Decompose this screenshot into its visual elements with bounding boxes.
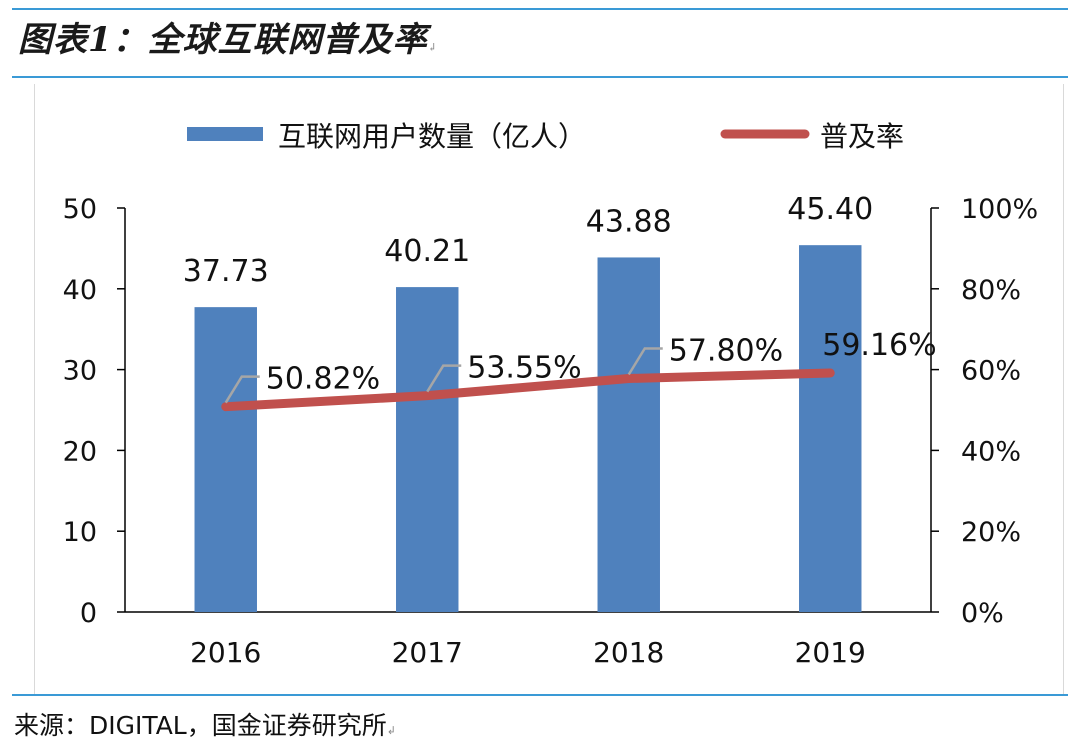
y-left-tick-label: 40 bbox=[63, 275, 97, 306]
x-tick-label: 2018 bbox=[593, 636, 664, 669]
legend-label-bar: 互联网用户数量（亿人） bbox=[278, 120, 586, 153]
y-left-tick-label: 50 bbox=[63, 194, 97, 225]
line-value-label: 50.82% bbox=[266, 362, 380, 397]
x-tick-label: 2019 bbox=[795, 636, 866, 669]
y-left-tick-label: 30 bbox=[63, 356, 97, 387]
top-rule bbox=[12, 8, 1068, 10]
data-label-leader bbox=[627, 347, 663, 376]
title-rule bbox=[12, 76, 1068, 78]
bar bbox=[396, 287, 459, 612]
bar-value-label: 40.21 bbox=[384, 234, 470, 269]
bar-value-label: 43.88 bbox=[586, 204, 672, 239]
line-value-label: 59.16% bbox=[822, 328, 936, 363]
legend-swatch-bar bbox=[187, 127, 263, 141]
x-tick-label: 2016 bbox=[190, 636, 261, 669]
series-line bbox=[221, 368, 835, 412]
bar bbox=[799, 245, 862, 612]
y-left-tick-label: 20 bbox=[63, 436, 97, 467]
figure-title: 图表1：全球互联网普及率↲ bbox=[18, 12, 438, 61]
bar-value-label: 45.40 bbox=[787, 192, 873, 227]
bar-value-label: 37.73 bbox=[183, 254, 269, 289]
y-right-tick-label: 60% bbox=[961, 356, 1021, 387]
y-left-tick-label: 10 bbox=[63, 517, 97, 548]
figure-title-text: 图表1：全球互联网普及率 bbox=[18, 20, 428, 60]
chart-frame: 互联网用户数量（亿人） 普及率 0 10 20 30 40 50 0% 20% 40% 60% 80% 1… bbox=[34, 84, 1064, 694]
data-label-leader bbox=[224, 375, 260, 404]
y-left-tick-label: 0 bbox=[80, 598, 97, 629]
y-right-tick-label: 20% bbox=[961, 517, 1021, 548]
line-value-label: 57.80% bbox=[669, 333, 783, 368]
x-tick-label: 2017 bbox=[392, 636, 463, 669]
y-right-tick-label: 40% bbox=[961, 436, 1021, 467]
legend-label-line: 普及率 bbox=[820, 120, 904, 153]
y-right-tick-label: 0% bbox=[961, 598, 1004, 629]
bar bbox=[597, 257, 660, 612]
y-right-tick-label: 80% bbox=[961, 275, 1021, 306]
source-text: 来源：DIGITAL，国金证券研究所 bbox=[14, 711, 387, 740]
paragraph-mark-icon: ↲ bbox=[386, 724, 396, 737]
source-note: 来源：DIGITAL，国金证券研究所↲ bbox=[14, 706, 396, 742]
bottom-rule bbox=[12, 694, 1068, 696]
data-label-leader bbox=[426, 364, 462, 393]
line-value-label: 53.55% bbox=[467, 351, 581, 386]
bar bbox=[194, 307, 257, 612]
paragraph-mark-icon: ↲ bbox=[427, 41, 438, 54]
chart: 互联网用户数量（亿人） 普及率 0 10 20 30 40 50 0% 20% 40% 60% 80% 1… bbox=[63, 120, 1039, 669]
y-right-tick-label: 100% bbox=[961, 194, 1038, 225]
